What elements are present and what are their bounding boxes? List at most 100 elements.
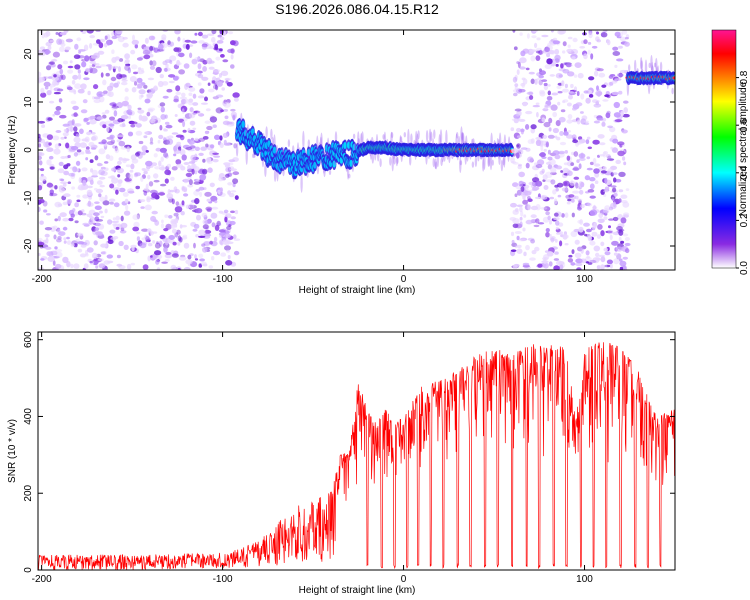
noise-mark [210,212,218,219]
spectrogram-marks [38,30,675,270]
trace-halo-mark [471,161,475,168]
noise-mark [589,209,598,216]
noise-mark [616,73,624,78]
noise-mark [544,104,552,108]
noise-mark [216,40,224,44]
noise-mark [125,204,129,211]
noise-mark [198,137,206,142]
noise-mark [233,250,240,256]
noise-mark [202,263,208,267]
x-tick-label: -100 [213,574,233,585]
noise-mark [174,30,181,35]
trace-halo-mark [433,129,436,139]
noise-mark [66,163,71,167]
noise-mark [548,117,553,124]
noise-mark [149,65,156,70]
noise-mark [166,138,174,145]
noise-mark [576,198,583,202]
noise-mark [205,206,213,211]
y-tick-label: 200 [23,484,34,501]
noise-mark [535,204,541,211]
noise-mark [117,174,121,178]
noise-mark [170,264,177,270]
noise-mark [547,149,551,155]
noise-mark [166,193,174,200]
noise-mark [53,148,61,155]
noise-mark [46,147,54,152]
noise-mark [574,252,582,258]
noise-mark [124,87,129,93]
noise-mark [600,241,605,247]
noise-mark [87,176,94,182]
noise-mark [571,212,575,218]
noise-mark [69,60,73,64]
noise-mark [195,72,201,77]
noise-mark [610,185,617,188]
noise-mark [606,158,615,161]
noise-mark [63,240,67,244]
noise-mark [566,134,574,139]
noise-mark [194,170,198,175]
spectrogram-x-label: Height of straight line (km) [299,285,416,296]
noise-mark [230,48,235,54]
noise-mark [562,233,568,240]
noise-mark [510,249,517,252]
noise-mark [76,194,81,198]
noise-mark [547,42,551,48]
noise-mark [111,65,119,69]
noise-mark [228,159,236,163]
noise-mark [219,135,223,141]
trace-halo-mark [409,154,412,166]
noise-mark [625,34,630,39]
noise-mark [609,74,616,77]
noise-mark [607,168,614,173]
noise-mark [167,135,174,139]
noise-mark [189,107,194,113]
trace-halo-mark [395,156,399,167]
noise-mark [547,215,551,221]
noise-mark [544,64,552,70]
noise-mark [51,76,59,81]
noise-mark [591,45,598,49]
noise-mark [217,189,221,195]
trace-halo-mark [235,142,239,157]
noise-mark [202,246,208,253]
noise-mark [596,31,599,35]
noise-mark [534,42,538,49]
noise-mark [52,225,58,230]
noise-mark [586,255,590,259]
trace-max-mark [672,76,675,80]
colorbar-tick-label: 0.2 [739,213,750,227]
noise-mark [149,54,154,58]
noise-mark [113,110,118,117]
noise-mark [224,115,229,120]
noise-mark [579,189,584,195]
noise-mark [522,102,528,107]
noise-mark [618,229,624,236]
noise-mark [135,123,142,128]
noise-mark [586,136,591,140]
noise-mark [519,221,523,228]
noise-mark [197,73,204,79]
noise-mark [565,63,572,68]
noise-mark [55,32,59,35]
noise-mark [601,121,606,127]
trace-halo-mark [307,139,310,148]
noise-mark [47,45,52,50]
noise-mark [188,92,193,97]
noise-mark [51,59,58,62]
noise-mark [92,222,97,225]
noise-mark [211,206,219,210]
noise-mark [39,46,46,50]
noise-mark [44,86,49,90]
noise-mark [65,142,70,149]
noise-mark [158,192,166,196]
noise-mark [566,119,573,124]
trace-halo-mark [320,132,323,150]
noise-mark [604,251,611,256]
colorbar-tick-label: 0.8 [739,70,750,84]
noise-mark [150,215,157,222]
trace-halo-mark [425,130,429,143]
noise-mark [518,238,526,242]
trace-halo-mark [264,163,267,178]
